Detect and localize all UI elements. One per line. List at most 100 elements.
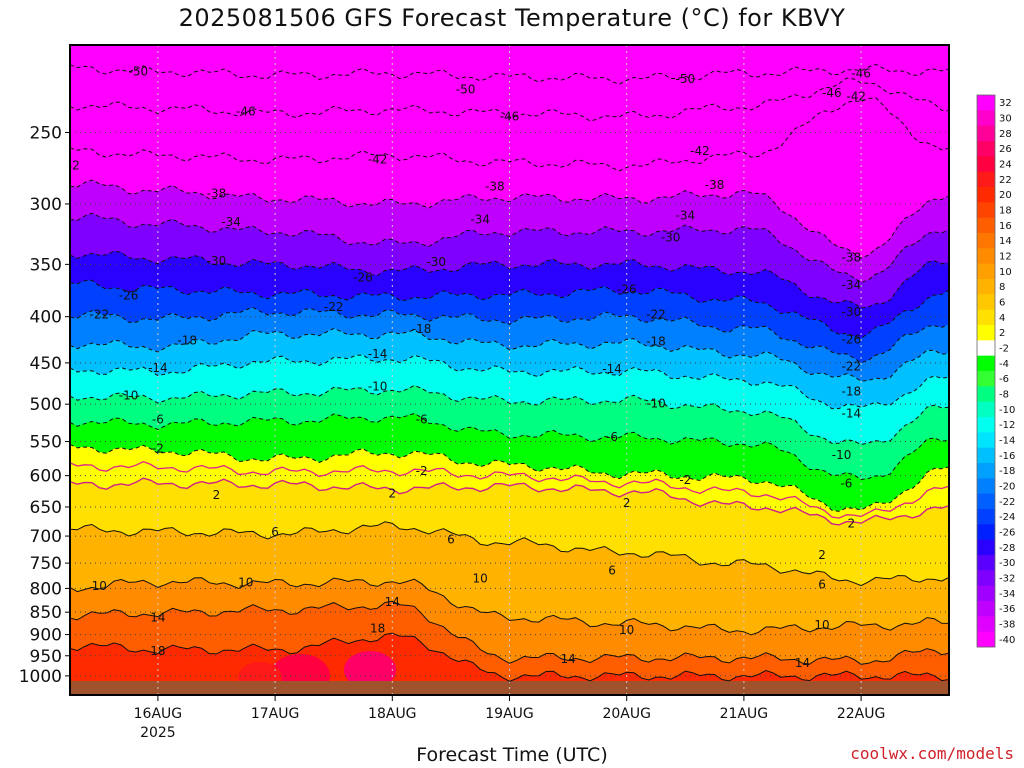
isotherm--34 bbox=[70, 212, 949, 284]
contour-label: -34 bbox=[675, 209, 695, 223]
x-axis: 16AUG 17AUG 18AUG 19AUG 20AUG 21AUG 22AUG 2025 bbox=[134, 695, 886, 741]
contour-label: -46 bbox=[822, 86, 842, 100]
x-tick-label: 19AUG bbox=[485, 706, 534, 722]
colorbar-label: 18 bbox=[999, 206, 1012, 217]
contour-label: -50 bbox=[456, 82, 476, 96]
contour-label: -2 bbox=[416, 464, 428, 478]
isotherm--22 bbox=[70, 306, 949, 364]
contour-label: -18 bbox=[412, 322, 432, 336]
colorbar-swatch bbox=[977, 202, 995, 219]
y-axis: 250 300 350 400 450 500 550 600 650 700 750 800 850 9… bbox=[19, 123, 70, 687]
colorbar-label: -20 bbox=[999, 482, 1015, 493]
y-tick-label: 950 bbox=[30, 647, 62, 667]
isotherm--14 bbox=[70, 354, 949, 410]
y-tick-label: 1000 bbox=[19, 667, 62, 687]
contour-label: -2 bbox=[679, 473, 691, 487]
contour-label: 6 bbox=[447, 532, 455, 546]
colorbar-swatch bbox=[977, 401, 995, 418]
colorbar-label: 14 bbox=[999, 236, 1012, 247]
contour-label: -14 bbox=[148, 361, 168, 375]
colorbar-swatch bbox=[977, 386, 995, 403]
contour-label: 2 bbox=[818, 548, 826, 562]
contour-label: -42 bbox=[60, 159, 80, 173]
isotherm-2 bbox=[70, 477, 949, 526]
colorbar-swatch bbox=[977, 279, 995, 295]
contour-label: 2 bbox=[623, 496, 631, 510]
isotherm--42 bbox=[70, 97, 949, 172]
x-tick-label: 20AUG bbox=[602, 706, 651, 722]
contour-label: 14 bbox=[150, 611, 165, 625]
y-tick-label: 600 bbox=[30, 467, 62, 487]
contour-label: -42 bbox=[846, 89, 866, 103]
contour-label: -26 bbox=[617, 282, 637, 296]
contour-label: -10 bbox=[368, 380, 388, 394]
contour-label: -30 bbox=[661, 231, 681, 245]
contour-label: 10 bbox=[619, 623, 634, 637]
contour-label: 10 bbox=[92, 579, 107, 593]
contour-label: 2 bbox=[213, 488, 221, 502]
grid bbox=[70, 45, 949, 695]
x-tick-label: 16AUG bbox=[134, 706, 183, 722]
isotherm--10 bbox=[70, 384, 949, 446]
contour-label: -18 bbox=[646, 334, 666, 348]
colorbar-label: 28 bbox=[999, 129, 1012, 140]
contour-label: -26 bbox=[353, 271, 373, 285]
isotherm-14 bbox=[70, 600, 949, 665]
contour-label: 14 bbox=[795, 656, 810, 670]
contour-label: -6 bbox=[840, 476, 852, 490]
contour-label: -18 bbox=[842, 384, 862, 398]
contour-labels: -50 -50 -50 -46 -46 -46 -46 -42 -42 -42 -42 -38 -38 -… bbox=[60, 65, 871, 671]
contour-label: 18 bbox=[370, 621, 385, 635]
contour-label: 10 bbox=[473, 571, 488, 585]
x-tick-label: 17AUG bbox=[251, 706, 300, 722]
colorbar-label: -4 bbox=[999, 359, 1009, 370]
contour-label: -34 bbox=[221, 215, 241, 229]
contour-label: -46 bbox=[851, 66, 871, 80]
chart-title: 2025081506 GFS Forecast Temperature (°C)… bbox=[178, 4, 846, 32]
isotherm--2 bbox=[70, 443, 949, 512]
colorbar-swatch bbox=[977, 585, 995, 602]
contour-label: -46 bbox=[500, 109, 520, 123]
colorbar-swatch bbox=[977, 539, 995, 556]
contour-label: -26 bbox=[842, 333, 862, 347]
x-tick-label: 22AUG bbox=[837, 706, 886, 722]
y-tick-label: 500 bbox=[30, 395, 62, 415]
isotherm-18 bbox=[70, 632, 949, 682]
colorbar-swatch bbox=[977, 125, 995, 142]
y-tick-label: 350 bbox=[30, 255, 62, 275]
contour-label: -38 bbox=[705, 178, 725, 192]
credit-link[interactable]: coolwx.com/models bbox=[850, 744, 1014, 763]
colorbar-swatch bbox=[977, 616, 995, 633]
contour-label: 10 bbox=[238, 575, 253, 589]
contour-label: 18 bbox=[150, 644, 165, 658]
colorbar-swatch bbox=[977, 263, 995, 280]
contour-label: 2 bbox=[388, 487, 396, 501]
contour-label: -34 bbox=[842, 278, 862, 292]
isotherm-contours bbox=[70, 63, 949, 682]
colorbar-swatch bbox=[977, 217, 995, 234]
colorbar-label: -16 bbox=[999, 451, 1015, 462]
y-tick-label: 550 bbox=[30, 433, 62, 453]
contour-label: 6 bbox=[818, 577, 826, 591]
colorbar-label: -24 bbox=[999, 512, 1015, 523]
colorbar-frame bbox=[976, 94, 996, 648]
colorbar-swatch bbox=[977, 524, 995, 541]
contour-label: -18 bbox=[177, 333, 197, 347]
colorbar-label: -14 bbox=[999, 436, 1015, 447]
colorbar-swatch bbox=[977, 325, 995, 341]
colorbar: 32 30 28 26 24 22 20 18 16 14 12 10 8 6 4 2 -2 -4 -6 -8 -10 -… bbox=[976, 94, 1015, 648]
colorbar-label: -32 bbox=[999, 574, 1015, 585]
colorbar-swatch bbox=[977, 631, 995, 648]
contour-label: -14 bbox=[842, 406, 862, 420]
warm-pocket bbox=[344, 650, 396, 689]
contour-label: -34 bbox=[470, 212, 490, 226]
colorbar-swatch bbox=[977, 248, 995, 265]
y-tick-label: 700 bbox=[30, 527, 62, 547]
colorbar-label: -34 bbox=[999, 589, 1015, 600]
colorbar-swatch bbox=[977, 601, 995, 617]
y-tick-label: 300 bbox=[30, 195, 62, 215]
contour-label: -38 bbox=[842, 251, 862, 265]
colorbar-label: -22 bbox=[999, 497, 1015, 508]
x-year-label: 2025 bbox=[140, 725, 176, 741]
